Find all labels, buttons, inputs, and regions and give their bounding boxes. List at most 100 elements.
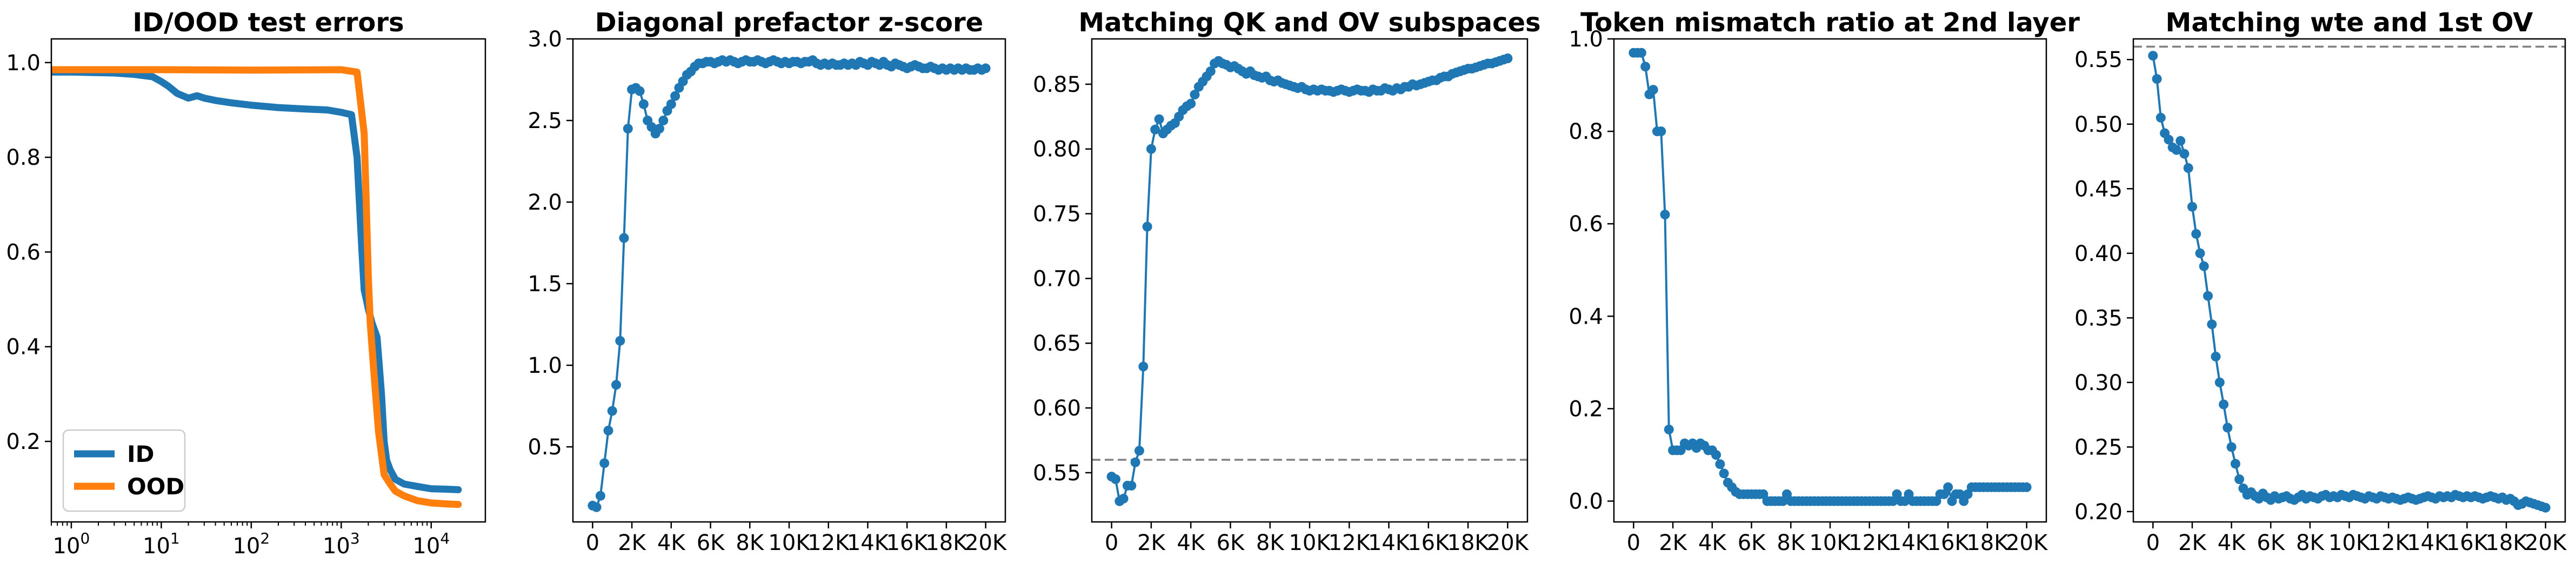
data-point (2219, 399, 2229, 410)
x-tick-label: 10K (768, 531, 811, 555)
panel-title: Matching QK and OV subspaces (1078, 8, 1540, 38)
data-point (2155, 112, 2166, 123)
x-tick-label: 2K (1137, 531, 1166, 555)
data-point (2175, 136, 2186, 146)
y-tick-label: 0.2 (1569, 397, 1603, 421)
x-tick-label: 14K (1368, 531, 1411, 555)
series-line-ood (51, 66, 462, 508)
y-tick-label: 0.65 (1033, 331, 1081, 356)
x-tick-label: 0 (1105, 531, 1118, 555)
y-tick-label: 0.5 (528, 435, 562, 460)
data-point (595, 491, 605, 501)
data-point (2211, 352, 2221, 361)
data-point (1636, 48, 1646, 58)
data-point (1126, 480, 1137, 491)
y-tick-label: 0.70 (1033, 266, 1081, 291)
data-point (615, 336, 625, 346)
data-point (655, 124, 664, 134)
data-point (591, 502, 602, 512)
x-tick-label: 14K (2407, 531, 2450, 555)
data-point (2148, 51, 2158, 61)
y-tick-label: 1.0 (1569, 27, 1603, 52)
y-tick-label: 0.6 (1569, 212, 1603, 237)
data-point (1205, 66, 1216, 76)
legend-label: ID (127, 441, 155, 467)
x-tick-label: 8K (736, 531, 764, 555)
data-point (1186, 98, 1196, 109)
x-tick-label: 10K (2328, 531, 2371, 555)
data-point (1719, 468, 1729, 479)
y-tick-label: 0.35 (2074, 306, 2123, 331)
y-tick-label: 0.25 (2074, 435, 2123, 460)
panel-title: Token mismatch ratio at 2nd layer (1580, 8, 2080, 38)
series-group (1629, 48, 2032, 506)
x-tick-label: 8K (1777, 531, 1805, 555)
data-point (2207, 319, 2217, 330)
data-point (1640, 62, 1651, 72)
x-tick-label: 14K (847, 531, 890, 555)
data-point (658, 116, 669, 125)
series-line-id (51, 68, 462, 493)
y-tick-label: 3.0 (528, 27, 562, 52)
y-tick-label: 0.45 (2074, 177, 2123, 202)
data-point (1660, 210, 1670, 220)
series-group (2148, 51, 2551, 513)
data-point (2195, 248, 2205, 258)
x-tick-label: 18K (1447, 531, 1490, 555)
y-tick-label: 0.55 (2074, 48, 2123, 72)
series-group (588, 55, 991, 512)
x-tick-label: 8K (1256, 531, 1285, 555)
x-tick-label: 2K (2178, 531, 2207, 555)
data-point (1190, 90, 1200, 100)
data-point (2214, 377, 2225, 387)
y-tick-label: 0.20 (2074, 500, 2123, 525)
series-group (51, 66, 462, 508)
y-tick-label: 0.80 (1033, 137, 1081, 162)
x-tick-label: 0 (586, 531, 599, 555)
y-tick-label: 1.5 (528, 272, 562, 297)
data-point (1138, 361, 1149, 372)
x-tick-label: 8K (2296, 531, 2325, 555)
data-point (1134, 446, 1144, 456)
panel-matching-qk-ov: Matching QK and OV subspaces 0 2K 4K 6K 8K 10… (1033, 8, 1541, 555)
x-tick-label: 10K (1289, 531, 1331, 555)
y-tick-label: 0.6 (6, 240, 41, 265)
data-point (2183, 163, 2193, 173)
data-point (1111, 474, 1120, 484)
x-tick-label: 0 (2146, 531, 2160, 555)
x-tick-label: 20K (2525, 531, 2567, 555)
series-group (1106, 53, 1513, 506)
x-tick-label: 18K (1966, 531, 2009, 555)
y-tick-label: 0.55 (1033, 461, 1081, 486)
panel-title: ID/OOD test errors (132, 8, 404, 38)
data-point (1142, 222, 1152, 232)
data-point (2234, 474, 2245, 485)
panel-diagonal-prefactor: Diagonal prefactor z-score 0 2K 4K 6K 8K 10K1… (528, 8, 1007, 555)
data-point (619, 233, 629, 243)
data-point (611, 380, 621, 390)
data-point (1118, 493, 1129, 504)
panel-id-ood-errors: ID/OOD test errors 100 101 102 103 1040.20.4… (6, 8, 486, 559)
x-tick-label: 20K (965, 531, 1007, 555)
x-tick-label: 12K (807, 531, 850, 555)
x-tick-label: 20K (1487, 531, 1530, 555)
data-point (623, 124, 633, 134)
x-tick-label: 2K (1659, 531, 1687, 555)
data-point (2021, 482, 2032, 492)
x-tick-label: 4K (657, 531, 686, 555)
data-point (2230, 459, 2240, 469)
data-point (1648, 85, 1658, 95)
x-tick-label: 16K (886, 531, 929, 555)
y-tick-label: 0.4 (1569, 304, 1603, 329)
x-tick-label: 16K (1407, 531, 1450, 555)
x-tick-label: 20K (2006, 531, 2048, 555)
data-point (1154, 114, 1164, 124)
x-tick-label: 6K (697, 531, 725, 555)
x-tick-label: 10K (1809, 531, 1852, 555)
x-tick-label: 4K (1698, 531, 1727, 555)
data-point (2171, 145, 2181, 155)
y-tick-label: 0.8 (1569, 119, 1603, 144)
y-tick-label: 2.5 (528, 109, 562, 133)
data-point (603, 425, 613, 435)
